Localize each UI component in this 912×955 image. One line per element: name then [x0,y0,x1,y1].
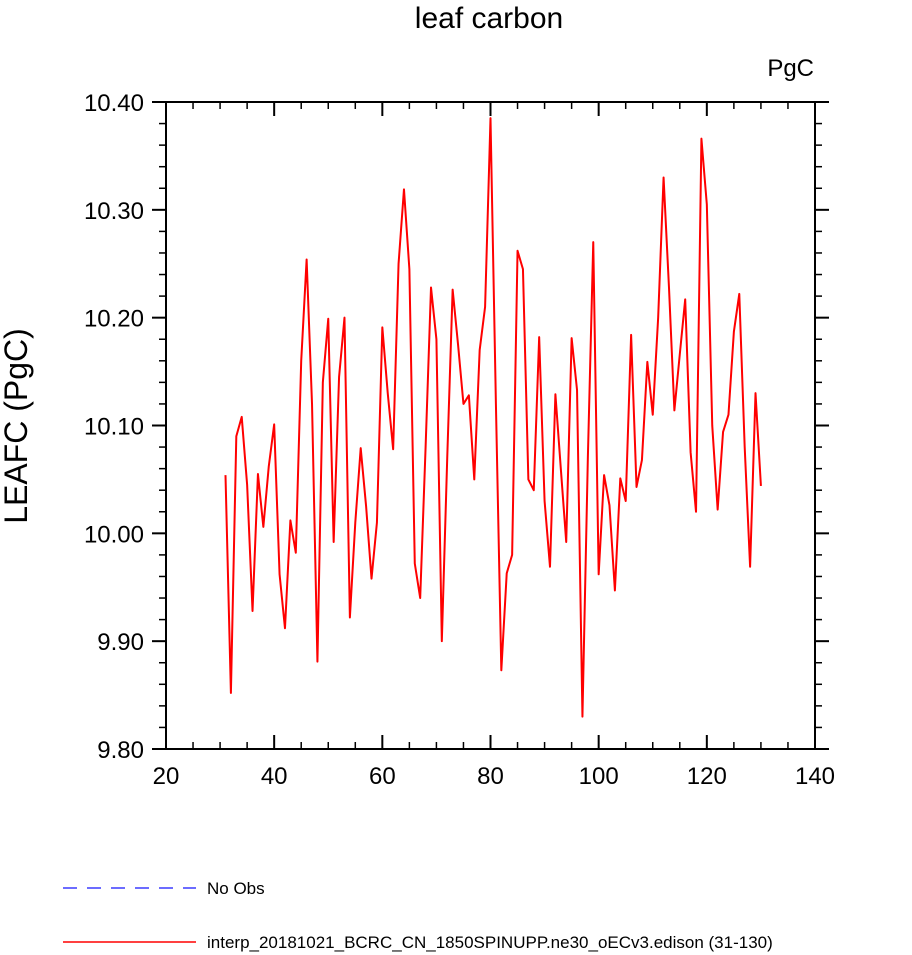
plot-frame [165,101,816,750]
units-label: PgC [767,55,814,82]
y-tick-label: 10.00 [84,521,144,548]
x-tick-label: 120 [687,763,727,790]
x-tick-label: 20 [153,763,180,790]
legend-label-1: interp_20181021_BCRC_CN_1850SPINUPP.ne30… [207,933,773,952]
y-tick-label: 9.90 [97,629,144,656]
y-tick-label: 9.80 [97,737,144,764]
legend-label-0: No Obs [207,879,265,898]
y-tick-label: 10.20 [84,306,144,333]
legend: No Obs interp_20181021_BCRC_CN_1850SPINUP… [63,879,773,952]
axis-ticks [152,101,829,750]
x-tick-label: 100 [579,763,619,790]
y-axis-label: LEAFC (PgC) [0,328,34,524]
y-tick-label: 10.30 [84,198,144,225]
chart-title: leaf carbon [415,2,563,35]
y-tick-label: 10.40 [84,90,144,117]
x-tick-label: 140 [795,763,835,790]
x-tick-label: 60 [369,763,396,790]
x-tick-label: 40 [261,763,288,790]
axis-tick-labels: 20 40 60 80 100 120 140 9.80 9.90 10.00 10.10 10.20… [84,90,835,790]
y-tick-label: 10.10 [84,414,144,441]
x-tick-label: 80 [477,763,504,790]
series-lines [224,117,762,718]
series-line-1 [224,117,762,718]
